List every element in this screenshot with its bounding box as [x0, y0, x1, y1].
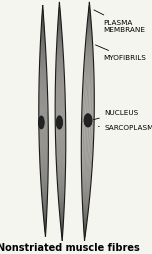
- Text: Nonstriated muscle fibres: Nonstriated muscle fibres: [0, 243, 140, 252]
- Text: NUCLEUS: NUCLEUS: [93, 110, 139, 120]
- Ellipse shape: [38, 117, 44, 129]
- Ellipse shape: [56, 116, 62, 130]
- Text: MYOFIBRILS: MYOFIBRILS: [95, 46, 146, 61]
- Polygon shape: [81, 4, 94, 240]
- Text: SARCOPLASM: SARCOPLASM: [98, 124, 152, 130]
- Polygon shape: [39, 7, 48, 236]
- Ellipse shape: [84, 114, 92, 128]
- Polygon shape: [55, 4, 66, 240]
- Text: PLASMA
MEMBRANE: PLASMA MEMBRANE: [94, 11, 145, 33]
